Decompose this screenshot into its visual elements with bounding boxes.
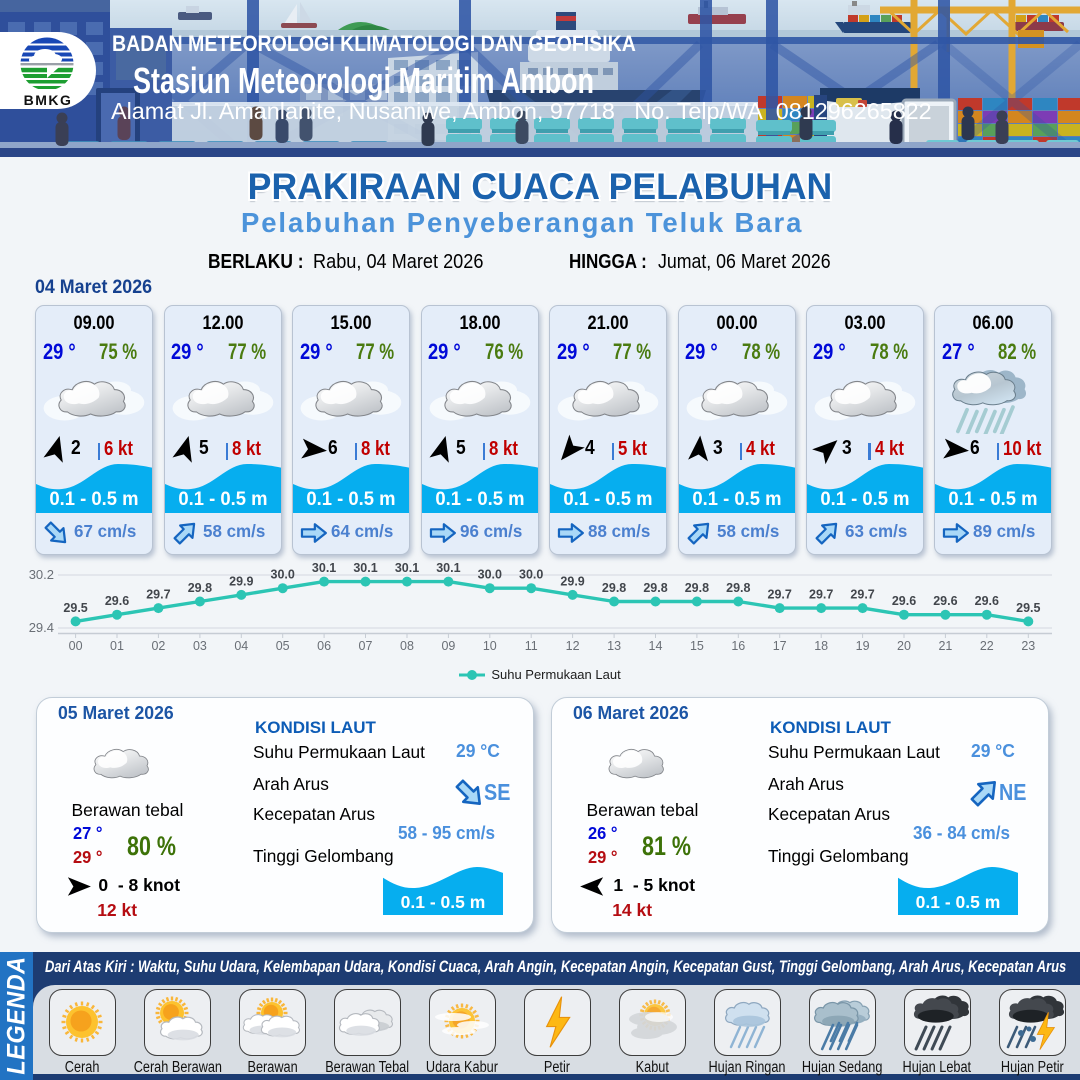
svg-text:06: 06 (317, 639, 331, 653)
svg-text:29.8: 29.8 (685, 581, 709, 595)
svg-text:29.5: 29.5 (63, 601, 87, 615)
svg-text:08: 08 (400, 639, 414, 653)
svg-text:18: 18 (814, 639, 828, 653)
svg-text:30.0: 30.0 (519, 568, 543, 582)
svg-text:30.0: 30.0 (271, 568, 295, 582)
svg-text:29.8: 29.8 (643, 581, 667, 595)
svg-text:01: 01 (110, 639, 124, 653)
svg-text:29.9: 29.9 (560, 574, 584, 588)
svg-text:07: 07 (359, 639, 373, 653)
svg-text:22: 22 (980, 639, 994, 653)
svg-text:16: 16 (731, 639, 745, 653)
svg-text:05: 05 (276, 639, 290, 653)
svg-text:10: 10 (483, 639, 497, 653)
svg-text:29.6: 29.6 (892, 594, 916, 608)
svg-text:13: 13 (607, 639, 621, 653)
svg-text:30.1: 30.1 (353, 561, 377, 575)
svg-text:29.8: 29.8 (602, 581, 626, 595)
svg-text:02: 02 (151, 639, 165, 653)
svg-text:17: 17 (773, 639, 787, 653)
svg-text:29.6: 29.6 (933, 594, 957, 608)
svg-text:29.4: 29.4 (29, 620, 54, 635)
svg-text:11: 11 (525, 639, 538, 653)
svg-text:09: 09 (441, 639, 455, 653)
svg-text:29.6: 29.6 (105, 594, 129, 608)
svg-text:00: 00 (69, 639, 83, 653)
svg-text:12: 12 (566, 639, 580, 653)
svg-text:03: 03 (193, 639, 207, 653)
svg-text:23: 23 (1021, 639, 1035, 653)
svg-text:30.1: 30.1 (436, 561, 460, 575)
svg-text:19: 19 (856, 639, 870, 653)
svg-text:29.8: 29.8 (726, 581, 750, 595)
svg-text:20: 20 (897, 639, 911, 653)
svg-text:21: 21 (938, 639, 952, 653)
svg-text:04: 04 (234, 639, 248, 653)
svg-text:29.7: 29.7 (850, 588, 874, 602)
svg-text:15: 15 (690, 639, 704, 653)
svg-text:14: 14 (649, 639, 663, 653)
svg-text:29.7: 29.7 (146, 588, 170, 602)
svg-text:29.6: 29.6 (975, 594, 999, 608)
svg-text:30.0: 30.0 (478, 568, 502, 582)
svg-text:30.1: 30.1 (395, 561, 419, 575)
svg-text:29.5: 29.5 (1016, 601, 1040, 615)
svg-text:30.2: 30.2 (29, 567, 54, 582)
svg-text:29.9: 29.9 (229, 574, 253, 588)
svg-text:29.7: 29.7 (768, 588, 792, 602)
svg-text:30.1: 30.1 (312, 561, 336, 575)
svg-text:29.8: 29.8 (188, 581, 212, 595)
svg-text:29.7: 29.7 (809, 588, 833, 602)
